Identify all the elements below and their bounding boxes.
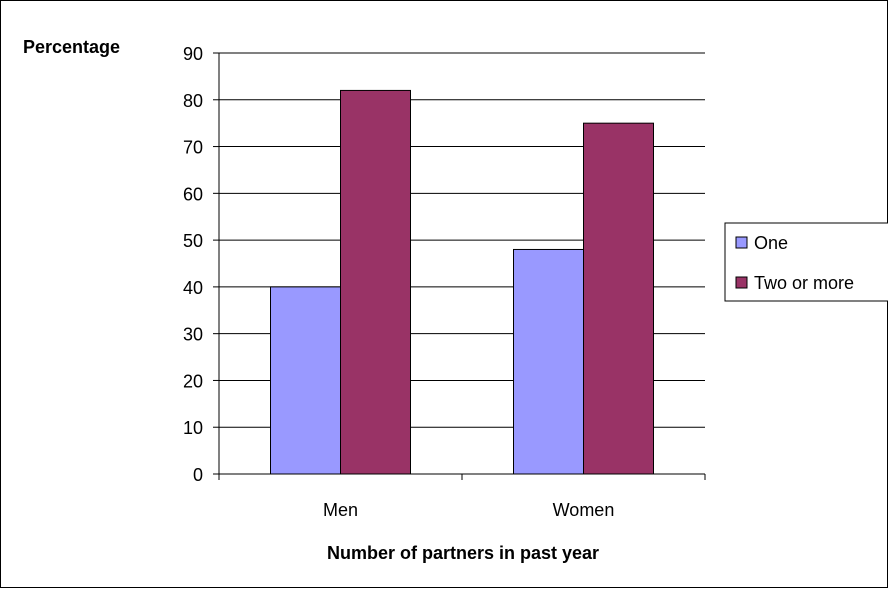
y-tick-label: 30	[183, 325, 203, 345]
bars	[270, 89, 654, 475]
y-tick-label: 0	[193, 465, 203, 485]
y-tick-label: 60	[183, 184, 203, 204]
y-axis-title: Percentage	[23, 37, 120, 57]
bar-one-women	[513, 248, 584, 475]
y-tick-label: 20	[183, 371, 203, 391]
legend-label-two-or-more: Two or more	[754, 273, 854, 293]
x-tick-label: Women	[553, 500, 615, 520]
ticks: 0 10 20 30 40 50 60 70 80 90 Men Women	[183, 44, 706, 520]
x-tick-label: Men	[323, 500, 358, 520]
bar-two-or-more-women	[583, 122, 654, 475]
x-axis-title: Number of partners in past year	[327, 543, 599, 563]
y-tick-label: 10	[183, 418, 203, 438]
y-tick-label: 40	[183, 278, 203, 298]
legend-label-one: One	[754, 233, 788, 253]
y-tick-label: 90	[183, 44, 203, 64]
y-tick-label: 50	[183, 231, 203, 251]
y-tick-label: 80	[183, 91, 203, 111]
bar-one-men	[270, 286, 341, 475]
legend: One Two or more	[724, 222, 888, 302]
y-tick-label: 70	[183, 138, 203, 158]
legend-swatch-one	[735, 236, 748, 249]
legend-swatch-two-or-more	[735, 276, 748, 289]
bar-two-or-more-men	[340, 89, 411, 475]
legend-box	[724, 222, 888, 302]
